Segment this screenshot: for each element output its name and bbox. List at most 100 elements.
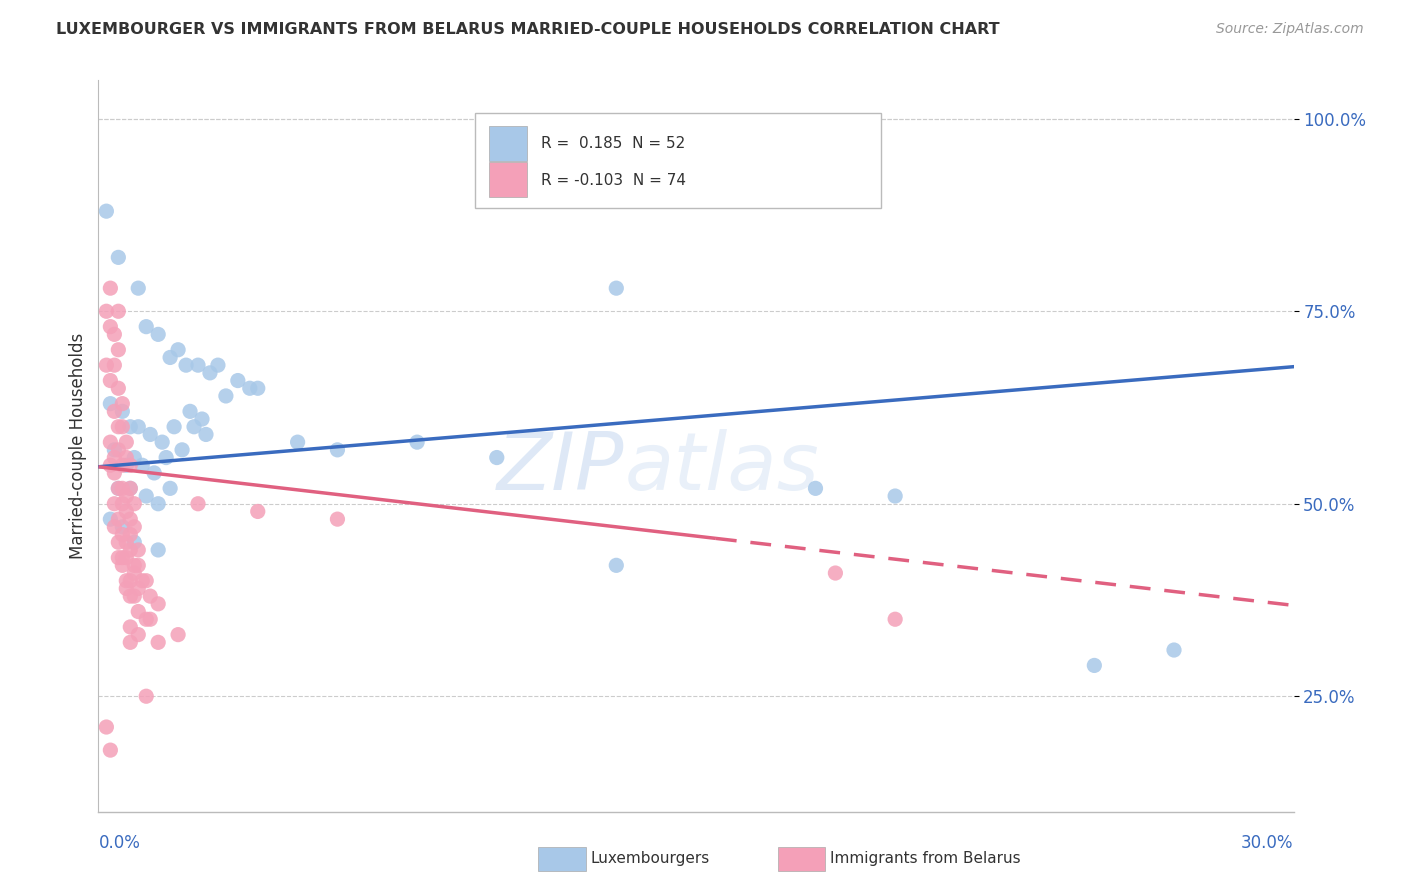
Point: [107, 481, 129, 495]
Point: [111, 397, 134, 411]
Point: [107, 550, 129, 565]
Point: [605, 281, 627, 295]
Point: [107, 512, 129, 526]
Point: [167, 343, 190, 357]
Point: [98, 281, 122, 295]
Point: [127, 605, 149, 619]
Point: [103, 404, 125, 418]
Point: [111, 527, 134, 541]
Point: [111, 458, 134, 473]
Point: [884, 489, 907, 503]
Point: [239, 381, 262, 395]
Point: [98, 743, 122, 757]
Point: [174, 358, 197, 372]
Point: [179, 404, 201, 418]
Point: [120, 543, 142, 558]
Point: [194, 427, 218, 442]
Text: Immigrants from Belarus: Immigrants from Belarus: [830, 851, 1021, 865]
Point: [124, 450, 146, 465]
Point: [127, 543, 149, 558]
Point: [187, 497, 209, 511]
Point: [96, 204, 118, 219]
Point: [115, 574, 138, 588]
Point: [111, 419, 134, 434]
Point: [148, 635, 170, 649]
Point: [191, 412, 214, 426]
Point: [98, 512, 122, 526]
Point: [246, 381, 269, 395]
Point: [120, 458, 142, 473]
Point: [115, 458, 138, 473]
Point: [115, 535, 138, 549]
Point: [111, 558, 134, 573]
Point: [226, 374, 249, 388]
Point: [127, 558, 149, 573]
Point: [107, 381, 129, 395]
Point: [120, 419, 142, 434]
Point: [111, 404, 134, 418]
Point: [107, 442, 129, 457]
Point: [139, 612, 162, 626]
Point: [150, 435, 173, 450]
Point: [127, 582, 149, 596]
Point: [172, 442, 194, 457]
Text: R =  0.185  N = 52: R = 0.185 N = 52: [540, 136, 685, 152]
Point: [127, 281, 149, 295]
Point: [120, 481, 142, 495]
Point: [120, 527, 142, 541]
Point: [120, 620, 142, 634]
Text: Source: ZipAtlas.com: Source: ZipAtlas.com: [1216, 22, 1364, 37]
Point: [215, 389, 238, 403]
Point: [148, 543, 170, 558]
Point: [148, 327, 170, 342]
Point: [326, 442, 349, 457]
Point: [96, 358, 118, 372]
FancyBboxPatch shape: [489, 126, 527, 161]
Point: [824, 566, 846, 580]
Point: [127, 419, 149, 434]
Point: [287, 435, 309, 450]
Point: [115, 450, 138, 465]
Point: [98, 319, 122, 334]
Point: [124, 497, 146, 511]
Point: [159, 481, 181, 495]
Point: [183, 419, 205, 434]
Point: [124, 589, 146, 603]
Point: [103, 450, 125, 465]
Point: [96, 304, 118, 318]
Point: [103, 442, 125, 457]
Point: [107, 481, 129, 495]
Point: [884, 612, 907, 626]
Point: [135, 574, 157, 588]
Text: Luxembourgers: Luxembourgers: [591, 851, 710, 865]
Point: [120, 481, 142, 495]
Point: [98, 435, 122, 450]
Point: [148, 497, 170, 511]
Point: [155, 450, 177, 465]
Point: [246, 504, 269, 518]
Point: [107, 343, 129, 357]
Text: ZIP: ZIP: [496, 429, 624, 507]
Point: [103, 327, 125, 342]
Point: [103, 520, 125, 534]
Point: [1083, 658, 1105, 673]
Point: [167, 627, 190, 641]
Point: [98, 458, 122, 473]
Y-axis label: Married-couple Households: Married-couple Households: [69, 333, 87, 559]
Point: [111, 497, 134, 511]
Point: [163, 419, 186, 434]
Point: [187, 358, 209, 372]
Point: [139, 589, 162, 603]
Point: [115, 489, 138, 503]
Text: LUXEMBOURGER VS IMMIGRANTS FROM BELARUS MARRIED-COUPLE HOUSEHOLDS CORRELATION CH: LUXEMBOURGER VS IMMIGRANTS FROM BELARUS …: [56, 22, 1000, 37]
Point: [198, 366, 221, 380]
Point: [1163, 643, 1185, 657]
Point: [96, 720, 118, 734]
Point: [103, 358, 125, 372]
Point: [124, 520, 146, 534]
Point: [103, 466, 125, 480]
Point: [135, 489, 157, 503]
Point: [120, 635, 142, 649]
Point: [120, 589, 142, 603]
Text: 0.0%: 0.0%: [98, 834, 141, 852]
